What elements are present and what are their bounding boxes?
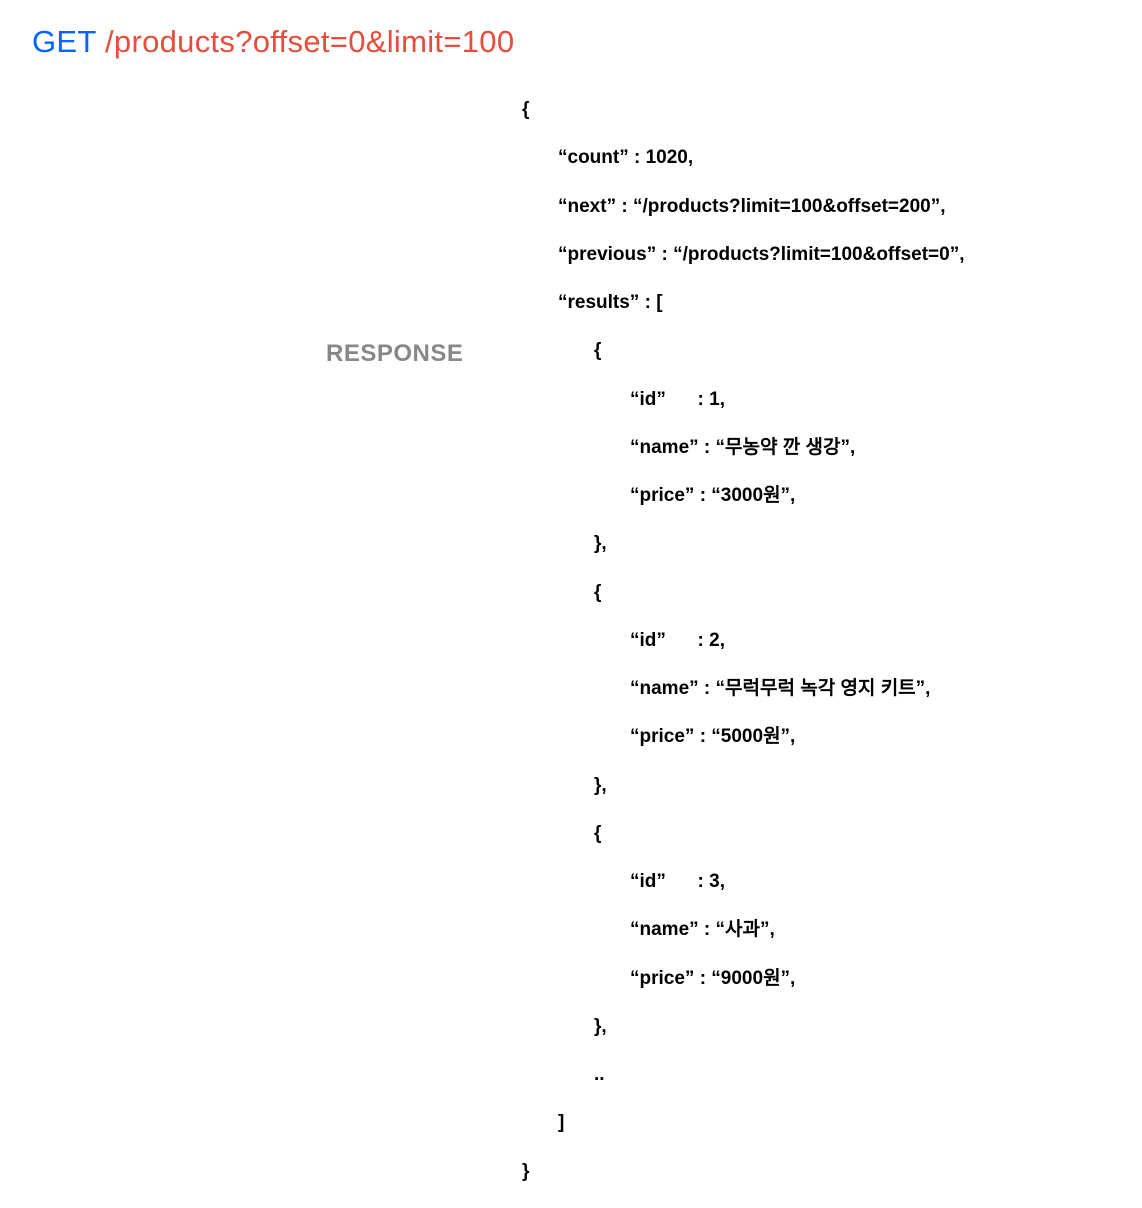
http-method: GET xyxy=(32,24,96,59)
json-line: “price” : “3000원”, xyxy=(522,484,964,508)
json-line: “results” : [ xyxy=(522,291,964,315)
json-line: { xyxy=(522,98,964,122)
json-line: }, xyxy=(522,774,964,798)
json-line: “count” : 1020, xyxy=(522,146,964,170)
json-line: .. xyxy=(522,1063,964,1087)
request-line: GET /products?offset=0&limit=100 xyxy=(32,24,514,60)
json-line: “id” : 3, xyxy=(522,870,964,894)
json-line: “previous” : “/products?limit=100&offset… xyxy=(522,243,964,267)
json-line: ] xyxy=(522,1111,964,1135)
json-line: “next” : “/products?limit=100&offset=200… xyxy=(522,195,964,219)
json-line: “id” : 2, xyxy=(522,629,964,653)
request-url: /products?offset=0&limit=100 xyxy=(105,24,514,59)
json-response: { “count” : 1020, “next” : “/products?li… xyxy=(522,74,964,1208)
json-line: } xyxy=(522,1160,964,1184)
json-line: }, xyxy=(522,532,964,556)
json-line: “name” : “사과”, xyxy=(522,918,964,942)
json-line: { xyxy=(522,339,964,363)
json-line: { xyxy=(522,581,964,605)
json-line: “name” : “무럭무럭 녹각 영지 키트”, xyxy=(522,677,964,701)
json-line: “name” : “무농약 깐 생강”, xyxy=(522,436,964,460)
json-line: “price” : “9000원”, xyxy=(522,967,964,991)
json-line: “price” : “5000원”, xyxy=(522,725,964,749)
response-label: RESPONSE xyxy=(326,340,463,368)
json-line: “id” : 1, xyxy=(522,388,964,412)
json-line: }, xyxy=(522,1015,964,1039)
json-line: { xyxy=(522,822,964,846)
